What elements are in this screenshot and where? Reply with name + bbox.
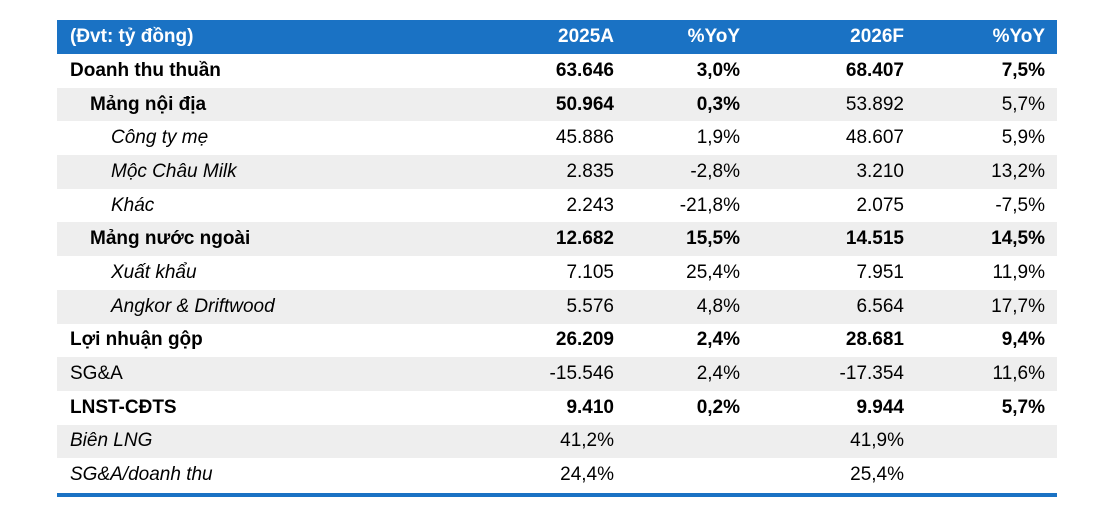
row-yoy-2026: 11,9% (992, 261, 1045, 283)
row-value-2025: 7.105 (566, 261, 614, 283)
table-row: Mộc Châu Milk 2.835 -2,8% 3.210 13,2% (57, 155, 1057, 189)
table-row: Khác 2.243 -21,8% 2.075 -7,5% (57, 188, 1057, 223)
row-label: Khác (111, 194, 155, 216)
row-yoy-2025: -2,8% (690, 160, 740, 182)
row-label: SG&A (70, 363, 123, 385)
header-yoy-2025: %YoY (687, 26, 740, 47)
table-row: Angkor & Driftwood 5.576 4,8% 6.564 17,7… (57, 289, 1057, 324)
row-yoy-2025: 3,0% (696, 59, 740, 81)
row-value-2025: 24,4% (560, 464, 614, 486)
row-value-2026: 14.515 (845, 228, 904, 250)
row-yoy-2026: 9,4% (1001, 329, 1045, 351)
row-label: Mảng nội địa (90, 93, 207, 115)
row-value-2026: 48.607 (845, 127, 904, 149)
row-yoy-2026: 17,7% (991, 295, 1045, 317)
row-value-2026: 7.951 (856, 261, 904, 283)
row-yoy-2025: 0,3% (696, 93, 740, 115)
row-value-2025: 41,2% (560, 430, 614, 452)
row-label: LNST-CĐTS (70, 396, 177, 418)
row-yoy-2025: 0,2% (696, 396, 740, 418)
row-value-2025: 9.410 (566, 396, 614, 418)
row-value-2026: 53.892 (845, 93, 904, 115)
row-yoy-2025: 4,8% (696, 295, 740, 317)
table-row: Biên LNG 41,2% 41,9% (57, 424, 1057, 459)
header-2025a: 2025A (558, 26, 614, 47)
table-row: Doanh thu thuần 63.646 3,0% 68.407 7,5% (57, 54, 1057, 88)
row-label: Biên LNG (70, 430, 153, 452)
row-label: Công ty mẹ (111, 127, 209, 149)
row-value-2026: -17.354 (839, 363, 904, 385)
row-label: Doanh thu thuần (70, 59, 221, 81)
row-value-2026: 9.944 (856, 396, 904, 418)
row-yoy-2026: 5,7% (1001, 396, 1045, 418)
row-yoy-2025: 2,4% (696, 329, 740, 351)
row-value-2026: 3.210 (856, 160, 904, 182)
table-row: SG&A/doanh thu 24,4% 25,4% (57, 458, 1057, 492)
row-value-2026: 6.564 (856, 295, 904, 317)
table-row: SG&A -15.546 2,4% -17.354 11,6% (57, 357, 1057, 391)
row-yoy-2025: 2,4% (696, 363, 740, 385)
row-yoy-2026: 5,7% (1001, 93, 1045, 115)
row-yoy-2025: -21,8% (679, 194, 740, 216)
row-yoy-2026: 14,5% (991, 228, 1045, 250)
row-value-2026: 41,9% (850, 430, 904, 452)
row-value-2025: 5.576 (566, 295, 614, 317)
row-yoy-2025: 1,9% (696, 127, 740, 149)
table-header-row: (Đvt: tỷ đồng) 2025A %YoY 2026F %YoY (57, 20, 1057, 54)
row-yoy-2025: 15,5% (686, 228, 740, 250)
row-value-2025: 26.209 (555, 329, 614, 351)
row-yoy-2026: 13,2% (991, 160, 1045, 182)
table-row: Mảng nội địa 50.964 0,3% 53.892 5,7% (57, 87, 1057, 122)
row-yoy-2025: 25,4% (686, 261, 740, 283)
financial-table: (Đvt: tỷ đồng) 2025A %YoY 2026F %YoY Doa… (57, 20, 1057, 497)
table-row: LNST-CĐTS 9.410 0,2% 9.944 5,7% (57, 390, 1057, 425)
table-row: Mảng nước ngoài 12.682 15,5% 14.515 14,5… (57, 222, 1057, 257)
row-value-2025: 12.682 (555, 228, 614, 250)
row-label: Lợi nhuận gộp (70, 329, 203, 351)
row-value-2025: 63.646 (555, 59, 614, 81)
header-2026f: 2026F (850, 26, 904, 47)
row-value-2026: 25,4% (850, 464, 904, 486)
table-row: Lợi nhuận gộp 26.209 2,4% 28.681 9,4% (57, 323, 1057, 358)
row-yoy-2026: 7,5% (1001, 59, 1045, 81)
row-value-2025: -15.546 (549, 363, 614, 385)
row-label: Angkor & Driftwood (111, 295, 275, 317)
row-value-2025: 50.964 (555, 93, 614, 115)
row-value-2025: 2.243 (566, 194, 614, 216)
row-value-2025: 2.835 (566, 160, 614, 182)
row-yoy-2026: 5,9% (1001, 127, 1045, 149)
row-yoy-2026: 11,6% (992, 363, 1045, 385)
row-label: Mảng nước ngoài (90, 228, 251, 250)
row-label: Mộc Châu Milk (111, 160, 237, 182)
table-bottom-rule (57, 492, 1057, 497)
row-value-2026: 28.681 (845, 329, 904, 351)
table-row: Công ty mẹ 45.886 1,9% 48.607 5,9% (57, 121, 1057, 156)
row-label: SG&A/doanh thu (70, 464, 213, 486)
header-unit-label: (Đvt: tỷ đồng) (70, 26, 194, 47)
row-value-2025: 45.886 (555, 127, 614, 149)
table-row: Xuất khẩu 7.105 25,4% 7.951 11,9% (57, 256, 1057, 290)
row-label: Xuất khẩu (111, 261, 197, 283)
row-yoy-2026: -7,5% (995, 194, 1045, 216)
row-value-2026: 68.407 (845, 59, 904, 81)
header-yoy-2026: %YoY (992, 26, 1045, 47)
row-value-2026: 2.075 (856, 194, 904, 216)
